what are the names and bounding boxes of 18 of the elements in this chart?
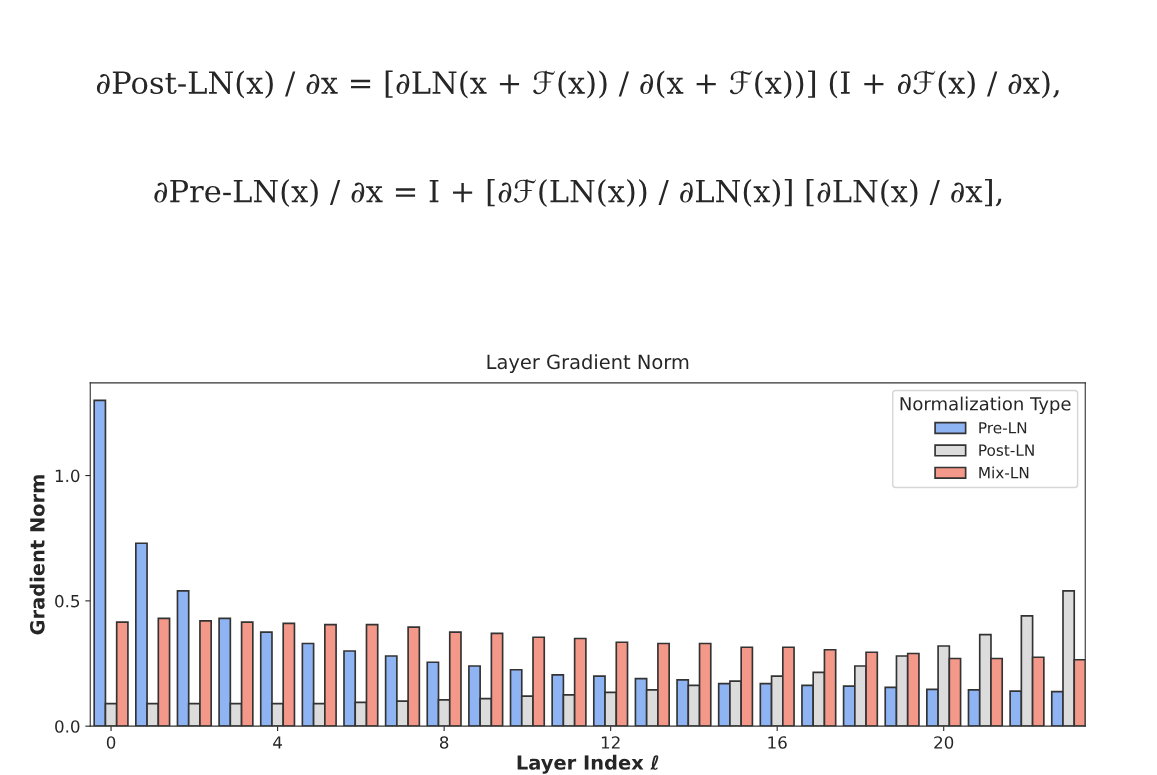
text: ∂Post-LN(x) / ∂x = [∂LN(x + ℱ(x)) / ∂(x + ℱ(x))] (I + ∂ℱ(x) / ∂x), [96, 70, 1059, 99]
x-tick-label: 12 [601, 736, 620, 749]
y-axis-title: Gradient Norm [29, 475, 45, 635]
legend-label: Mix-LN [979, 466, 1029, 479]
y-tick-label: 1.0 [55, 469, 80, 483]
chart-title: Layer Gradient Norm [487, 354, 689, 373]
x-tick-label: 20 [934, 736, 954, 749]
y-tick-label: 0.5 [55, 594, 80, 608]
x-tick-label: 4 [273, 736, 282, 749]
text: ∂Pre-LN(x) / ∂x = I + [∂ℱ(LN(x)) / ∂LN(x)] [∂LN(x) / ∂x], [154, 178, 1002, 207]
x-tick-label: 16 [768, 736, 787, 749]
legend-label: Post-LN [979, 444, 1034, 456]
x-axis-title: Layer Index ℓ [517, 754, 659, 774]
y-tick-label: 0.0 [55, 720, 80, 733]
x-tick-label: 0 [106, 736, 116, 749]
x-tick-label: 8 [439, 736, 449, 749]
legend-label: Pre-LN [979, 422, 1027, 434]
legend-title: Normalization Type [900, 396, 1071, 415]
